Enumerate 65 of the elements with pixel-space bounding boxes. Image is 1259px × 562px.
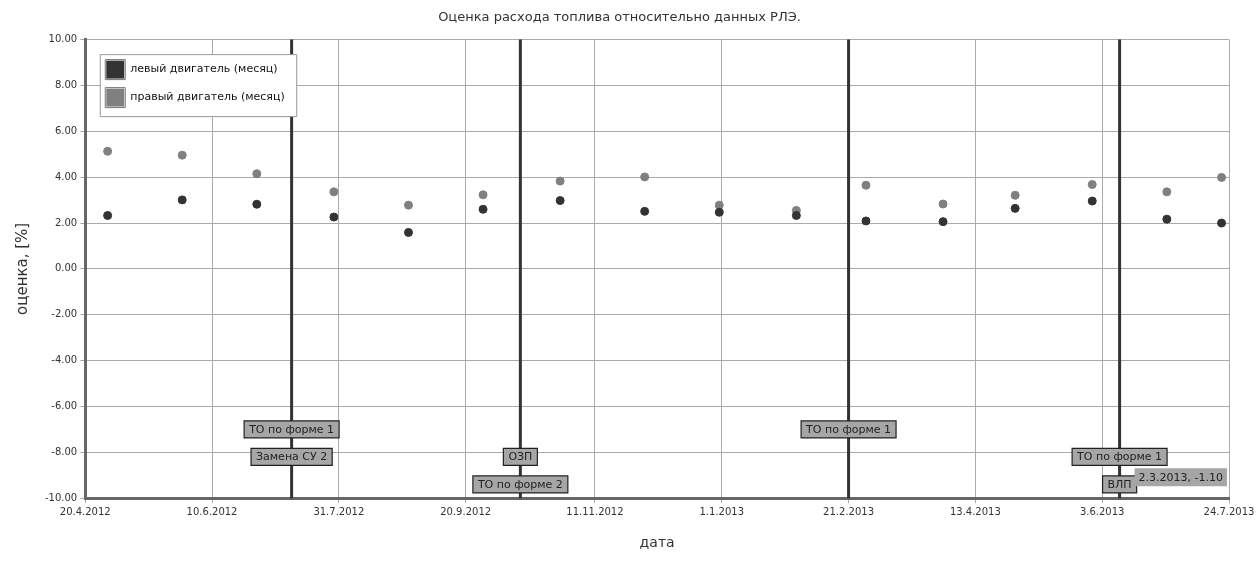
point [714, 207, 724, 217]
point [252, 199, 262, 209]
point [252, 169, 262, 179]
point [1087, 180, 1097, 190]
x-tick-label: 3.6.2013 [1079, 505, 1125, 517]
y-tick-label: 10.00 [48, 33, 78, 45]
point [1217, 172, 1227, 182]
chart-title: Оценка расхода топлива относительно данных РЛЭ. [438, 9, 801, 25]
point [714, 200, 724, 210]
y-tick-label: -10.00 [44, 491, 78, 503]
point [177, 195, 187, 205]
point [1087, 196, 1097, 206]
point [1162, 187, 1172, 197]
x-tick-label: 21.2.2013 [823, 505, 875, 517]
point [1162, 214, 1172, 224]
x-tick-label: 11.11.2012 [566, 505, 624, 517]
y-tick-label: -6.00 [51, 400, 78, 412]
legend-label: левый двигатель (месяц) [130, 62, 278, 76]
point [938, 217, 948, 227]
point [403, 200, 413, 210]
y-tick-label: 0.00 [54, 262, 78, 274]
point [177, 150, 187, 160]
annotation: ТО по форме 1 [805, 422, 892, 436]
y-tick-label: 8.00 [54, 79, 78, 91]
point [1010, 203, 1020, 213]
y-tick-label: -8.00 [51, 445, 78, 457]
annotation: ТО по форме 2 [476, 477, 563, 491]
annotation: ВЛП [1107, 477, 1132, 491]
y-tick-label: -2.00 [51, 308, 78, 320]
point [938, 199, 948, 209]
y-tick-label: -4.00 [51, 354, 78, 366]
x-tick-label: 20.4.2012 [59, 505, 111, 517]
annotation: ТО по форме 1 [1076, 450, 1163, 464]
y-tick-label: 6.00 [54, 124, 78, 136]
x-tick-label: 10.6.2012 [186, 505, 238, 517]
annotation: Замена СУ 2 [256, 450, 328, 464]
annotation: ОЗП [508, 450, 533, 464]
point [1217, 218, 1227, 228]
point [861, 180, 871, 190]
x-axis-title: дата [639, 534, 675, 551]
point [103, 210, 113, 220]
x-tick-label: 1.1.2013 [699, 505, 745, 517]
x-tick-label: 20.9.2012 [440, 505, 492, 517]
point [640, 206, 650, 216]
point [103, 146, 113, 156]
point [555, 176, 565, 186]
x-tick-label: 13.4.2013 [949, 505, 1001, 517]
point [478, 204, 488, 214]
x-tick-label: 24.7.2013 [1203, 505, 1255, 517]
point [555, 196, 565, 206]
legend-label: правый двигатель (месяц) [130, 90, 285, 104]
point [791, 210, 801, 220]
x-tick-label: 31.7.2012 [313, 505, 365, 517]
point [478, 190, 488, 200]
point [403, 227, 413, 237]
annotation: ТО по форме 1 [248, 422, 335, 436]
point [329, 187, 339, 197]
point [861, 216, 871, 226]
y-tick-label: 2.00 [54, 216, 78, 228]
point [1010, 190, 1020, 200]
y-axis-title: оценка, [%] [12, 222, 31, 315]
annotation: 2.3.2013, -1.10 [1138, 470, 1224, 484]
point [329, 212, 339, 222]
point [640, 172, 650, 182]
y-tick-label: 4.00 [54, 170, 78, 182]
